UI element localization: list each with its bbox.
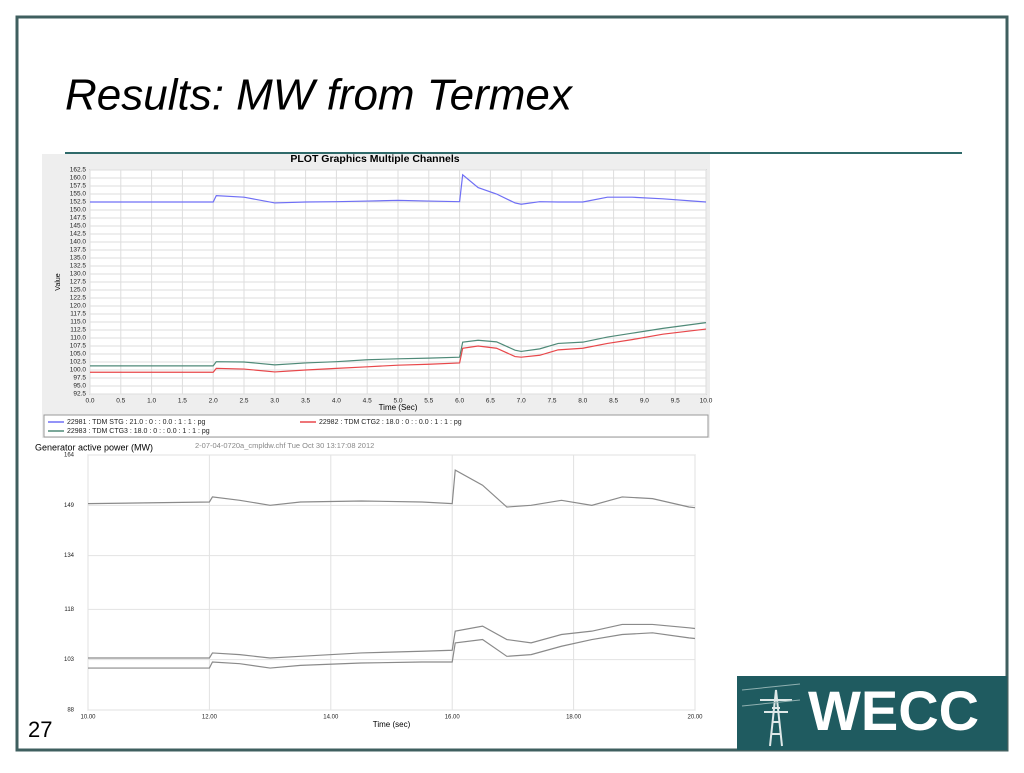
- x-tick-label: 9.0: [640, 398, 649, 405]
- y-tick-label: 95.0: [73, 383, 86, 390]
- y-tick-label: 105.0: [70, 351, 87, 358]
- data-line: [88, 632, 696, 669]
- x-axis-label: Time (sec): [373, 720, 411, 729]
- y-tick-label: 125.0: [70, 287, 87, 294]
- y-tick-label: 118: [64, 607, 74, 613]
- y-tick-label: 140.0: [70, 239, 87, 246]
- x-tick-label: 6.0: [455, 398, 464, 405]
- y-tick-label: 102.5: [70, 359, 87, 366]
- x-tick-label: 1.5: [178, 398, 187, 405]
- y-tick-label: 142.5: [70, 231, 87, 238]
- x-tick-label: 1.0: [147, 398, 156, 405]
- x-tick-label: 5.0: [393, 398, 402, 405]
- x-tick-label: 18.00: [566, 715, 582, 721]
- file-note: 2-07-04-0720a_cmpldw.chf Tue Oct 30 13:1…: [195, 441, 374, 450]
- x-tick-label: 10.00: [80, 715, 96, 721]
- x-axis-label: Time (Sec): [379, 403, 418, 412]
- y-tick-label: 97.5: [73, 375, 86, 382]
- x-tick-label: 7.0: [517, 398, 526, 405]
- y-tick-label: 115.0: [70, 319, 86, 326]
- y-tick-label: 152.5: [70, 199, 87, 206]
- data-line: [90, 328, 707, 373]
- x-tick-label: 2.0: [209, 398, 218, 405]
- tower-icon: [741, 683, 801, 747]
- y-tick-label: 120.0: [70, 303, 87, 310]
- data-line: [90, 322, 707, 367]
- y-tick-label: 100.0: [70, 367, 87, 374]
- y-tick-label: 145.0: [70, 223, 87, 230]
- y-tick-label: 149: [64, 503, 75, 509]
- y-tick-label: 160.0: [70, 175, 87, 182]
- chart: 88 103 118 134 149 164 10.00 12.00 14.00 16.00 18.…: [35, 441, 703, 729]
- chart: 92.595.097.5100.0102.5105.0107.5110.0112…: [43, 153, 713, 438]
- chart-title: Generator active power (MW): [35, 442, 153, 452]
- x-tick-label: 16.00: [445, 715, 461, 721]
- x-tick-label: 10.0: [700, 398, 713, 405]
- x-tick-label: 4.0: [332, 398, 341, 405]
- y-tick-label: 134: [64, 553, 75, 559]
- x-tick-label: 0.5: [116, 398, 125, 405]
- x-tick-label: 3.5: [301, 398, 310, 405]
- x-tick-label: 20.00: [687, 715, 703, 721]
- y-tick-label: 157.5: [70, 183, 87, 190]
- x-tick-label: 8.0: [578, 398, 587, 405]
- x-tick-label: 8.5: [609, 398, 618, 405]
- y-tick-label: 117.5: [70, 311, 86, 318]
- y-tick-label: 112.5: [70, 327, 86, 334]
- y-tick-label: 122.5: [70, 295, 87, 302]
- logo-text: WECC: [808, 679, 979, 742]
- data-line: [87, 469, 696, 509]
- legend-label: 22981 : TDM STG : 21.0 : 0 : : 0.0 : 1 :…: [67, 419, 205, 426]
- data-line: [90, 173, 707, 205]
- legend-label: 22983 : TDM CTG3 : 18.0 : 0 : : 0.0 : 1 …: [67, 428, 210, 435]
- y-tick-label: 103: [64, 657, 75, 663]
- y-tick-label: 132.5: [70, 263, 87, 270]
- y-tick-label: 135.0: [70, 255, 87, 262]
- x-tick-label: 12.00: [202, 715, 218, 721]
- x-tick-label: 6.5: [486, 398, 495, 405]
- y-tick-label: 107.5: [70, 343, 87, 350]
- y-tick-label: 147.5: [70, 215, 87, 222]
- y-tick-label: 137.5: [70, 247, 87, 254]
- data-line: [88, 623, 696, 659]
- y-tick-label: 155.0: [70, 191, 87, 198]
- x-tick-label: 14.00: [323, 715, 339, 721]
- y-axis-label: Value: [55, 273, 62, 290]
- x-tick-label: 5.5: [424, 398, 433, 405]
- y-tick-label: 150.0: [70, 207, 87, 214]
- y-tick-label: 88: [67, 708, 74, 714]
- legend-label: 22982 : TDM CTG2 : 18.0 : 0 : : 0.0 : 1 …: [319, 419, 462, 426]
- x-tick-label: 4.5: [363, 398, 372, 405]
- page-number: 27: [28, 717, 52, 742]
- y-tick-label: 164: [64, 453, 75, 459]
- x-tick-label: 7.5: [547, 398, 556, 405]
- x-tick-label: 2.5: [239, 398, 248, 405]
- x-tick-label: 9.5: [671, 398, 680, 405]
- slide-title: Results: MW from Termex: [65, 71, 574, 120]
- y-tick-label: 92.5: [73, 391, 86, 398]
- x-tick-label: 3.0: [270, 398, 279, 405]
- x-tick-label: 0.0: [85, 398, 94, 405]
- y-tick-label: 110.0: [70, 335, 86, 342]
- legend-box: [43, 414, 709, 438]
- y-tick-label: 130.0: [70, 271, 87, 278]
- y-tick-label: 162.5: [70, 167, 87, 174]
- plot-area: [87, 454, 696, 711]
- chart-title: PLOT Graphics Multiple Channels: [290, 153, 459, 165]
- logo: WECC: [737, 676, 1007, 750]
- y-tick-label: 127.5: [70, 279, 87, 286]
